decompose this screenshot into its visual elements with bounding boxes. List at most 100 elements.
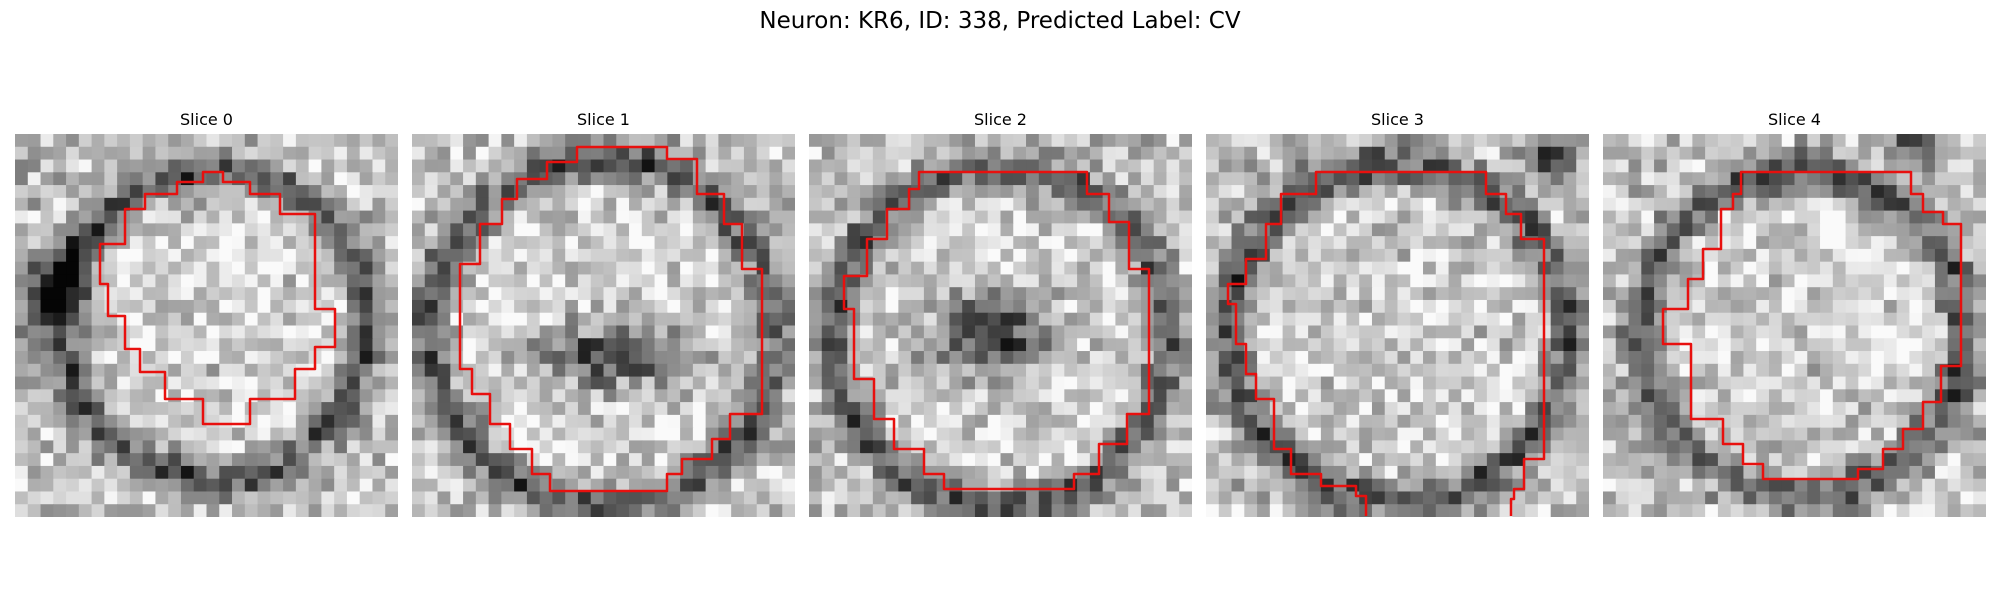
pixel bbox=[1883, 312, 1898, 327]
pixel bbox=[1026, 287, 1040, 301]
pixel bbox=[1244, 134, 1258, 148]
pixel bbox=[834, 453, 848, 467]
pixel bbox=[359, 134, 374, 148]
pixel bbox=[463, 248, 477, 263]
pixel bbox=[1550, 236, 1565, 250]
pixel bbox=[1346, 402, 1360, 416]
pixel bbox=[1807, 453, 1821, 467]
pixel bbox=[577, 414, 592, 429]
pixel bbox=[1244, 402, 1258, 416]
pixel bbox=[91, 223, 105, 237]
pixel bbox=[1909, 274, 1923, 288]
pixel bbox=[1794, 453, 1808, 467]
pixel bbox=[1474, 338, 1488, 352]
pixel bbox=[872, 363, 887, 378]
pixel bbox=[346, 389, 361, 403]
pixel bbox=[1679, 172, 1693, 186]
pixel bbox=[1244, 261, 1258, 276]
pixel bbox=[1679, 287, 1693, 301]
pixel bbox=[898, 287, 912, 301]
pixel bbox=[654, 210, 668, 224]
pixel bbox=[1537, 146, 1552, 161]
pixel bbox=[1218, 146, 1233, 161]
pixel bbox=[117, 389, 131, 403]
pixel bbox=[1820, 274, 1834, 288]
pixel bbox=[117, 299, 131, 314]
pixel bbox=[372, 210, 386, 224]
pixel bbox=[1960, 274, 1974, 288]
pixel bbox=[91, 261, 105, 276]
pixel bbox=[565, 351, 579, 365]
pixel bbox=[1512, 248, 1526, 263]
pixel bbox=[1308, 465, 1322, 480]
pixel bbox=[475, 134, 490, 148]
pixel bbox=[962, 223, 976, 237]
pixel bbox=[385, 465, 398, 480]
pixel bbox=[1089, 274, 1104, 288]
pixel bbox=[1051, 338, 1065, 352]
pixel bbox=[385, 223, 398, 237]
pixel bbox=[180, 236, 195, 250]
pixel bbox=[1692, 325, 1706, 339]
pixel bbox=[334, 223, 348, 237]
pixel bbox=[437, 325, 451, 339]
pixel bbox=[257, 325, 271, 339]
pixel bbox=[1563, 248, 1577, 263]
pixel bbox=[667, 312, 681, 327]
pixel bbox=[1448, 172, 1462, 186]
pixel bbox=[514, 478, 528, 493]
pixel bbox=[66, 172, 80, 186]
pixel bbox=[1794, 134, 1808, 148]
pixel bbox=[1102, 312, 1116, 327]
pixel bbox=[1206, 504, 1220, 517]
pixel bbox=[1922, 478, 1936, 493]
pixel bbox=[1832, 338, 1847, 352]
pixel bbox=[40, 248, 54, 263]
pixel bbox=[1140, 440, 1155, 454]
pixel bbox=[1333, 427, 1348, 441]
pixel bbox=[782, 159, 795, 173]
pixel bbox=[1563, 491, 1577, 505]
pixel bbox=[821, 440, 836, 454]
pixel bbox=[667, 478, 681, 493]
pixel bbox=[412, 312, 426, 327]
pixel bbox=[1320, 465, 1335, 480]
pixel bbox=[718, 248, 732, 263]
pixel bbox=[1603, 172, 1617, 186]
pixel bbox=[526, 261, 541, 276]
pixel bbox=[1934, 299, 1949, 314]
pixel bbox=[129, 299, 144, 314]
pixel bbox=[1525, 389, 1539, 403]
pixel bbox=[295, 197, 310, 212]
pixel bbox=[1371, 338, 1386, 352]
pixel bbox=[526, 465, 541, 480]
pixel bbox=[1128, 440, 1142, 454]
pixel bbox=[1615, 312, 1630, 327]
pixel bbox=[270, 210, 284, 224]
pixel bbox=[756, 325, 771, 339]
pixel bbox=[1102, 261, 1116, 276]
pixel bbox=[1499, 414, 1513, 429]
pixel bbox=[1000, 338, 1014, 352]
pixel bbox=[1089, 146, 1104, 161]
pixel bbox=[1077, 146, 1091, 161]
pixel bbox=[1934, 210, 1949, 224]
pixel bbox=[1269, 465, 1284, 480]
pixel bbox=[577, 197, 592, 212]
pixel bbox=[1435, 325, 1450, 339]
pixel bbox=[142, 376, 157, 390]
pixel bbox=[1820, 376, 1834, 390]
pixel bbox=[1384, 402, 1399, 416]
pixel bbox=[1909, 491, 1923, 505]
pixel bbox=[1013, 338, 1027, 352]
pixel bbox=[1102, 223, 1116, 237]
pixel bbox=[847, 210, 861, 224]
pixel bbox=[667, 261, 681, 276]
pixel bbox=[1781, 197, 1796, 212]
pixel bbox=[552, 299, 566, 314]
pixel bbox=[501, 427, 515, 441]
pixel bbox=[705, 248, 719, 263]
pixel bbox=[1563, 134, 1577, 148]
pixel bbox=[450, 287, 464, 301]
pixel bbox=[1435, 248, 1450, 263]
